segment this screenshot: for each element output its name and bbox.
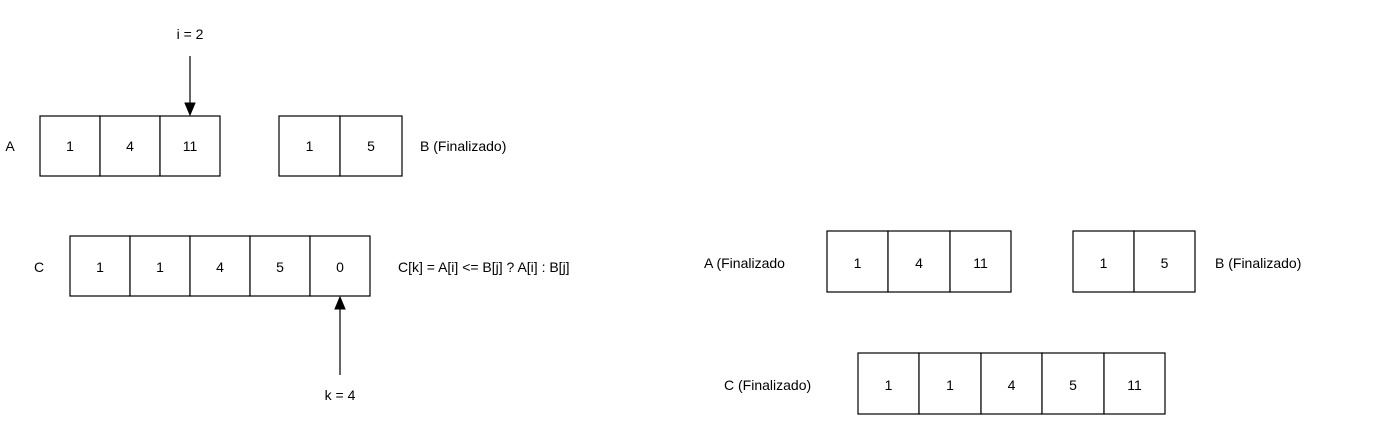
final-array-b-cell-box bbox=[1072, 230, 1135, 293]
array-c-cell-value: 5 bbox=[276, 259, 284, 275]
array-a-label: A bbox=[5, 138, 15, 154]
final-array-b-label: B (Finalizado) bbox=[1215, 255, 1301, 271]
final-array-c-label: C (Finalizado) bbox=[724, 377, 811, 393]
final-array-a-cell-box bbox=[949, 230, 1012, 293]
pointer-k-label: k = 4 bbox=[325, 387, 356, 403]
final-array-a-cell-box bbox=[826, 230, 889, 293]
array-a: 1 4 11 bbox=[39, 115, 221, 177]
final-array-a-cell-value: 1 bbox=[854, 255, 862, 271]
final-array-b-cell-value: 1 bbox=[1100, 255, 1108, 271]
final-array-a-cell-value: 11 bbox=[973, 255, 988, 271]
final-array-c-cell-value: 11 bbox=[1127, 377, 1142, 393]
final-array-b: 1 5 bbox=[1072, 230, 1196, 293]
array-b-cell-box bbox=[339, 115, 403, 177]
final-array-c-cell-value: 5 bbox=[1069, 377, 1077, 393]
array-a-cell-box bbox=[159, 115, 221, 177]
final-array-a: 1 4 11 bbox=[826, 230, 1012, 293]
array-c-cell-box bbox=[309, 235, 371, 297]
array-c-cell-box bbox=[69, 235, 131, 297]
array-c-cell-value: 4 bbox=[216, 259, 224, 275]
array-c-label: C bbox=[34, 259, 44, 275]
final-array-c-cell-box bbox=[980, 352, 1043, 415]
array-b-cell-value: 1 bbox=[306, 138, 314, 154]
final-array-c-cell-value: 1 bbox=[946, 377, 954, 393]
array-b: 1 5 bbox=[278, 115, 403, 177]
final-array-b-cell-box bbox=[1133, 230, 1196, 293]
right-state: A (Finalizado 1 4 11 1 5 B (Finalizado) … bbox=[704, 230, 1301, 415]
array-c: 1 1 4 5 0 bbox=[69, 235, 371, 297]
array-c-cell-value: 1 bbox=[156, 259, 164, 275]
array-c-cell-value: 1 bbox=[96, 259, 104, 275]
merge-formula: C[k] = A[i] <= B[j] ? A[i] : B[j] bbox=[398, 259, 570, 275]
pointer-k-arrow-head bbox=[334, 295, 346, 310]
final-array-c-cell-box bbox=[918, 352, 982, 415]
final-array-c-cell-box bbox=[857, 352, 920, 415]
final-array-b-cell-value: 5 bbox=[1161, 255, 1169, 271]
array-c-cell-box bbox=[249, 235, 311, 297]
final-array-c-cell-value: 4 bbox=[1008, 377, 1016, 393]
array-b-label: B (Finalizado) bbox=[420, 138, 506, 154]
left-state: i = 2 A 1 4 11 1 5 B (Finalizado) C 1 1 bbox=[5, 26, 569, 403]
array-a-cell-value: 11 bbox=[183, 138, 198, 154]
final-array-a-label: A (Finalizado bbox=[704, 255, 785, 271]
pointer-i-label: i = 2 bbox=[177, 26, 204, 42]
final-array-c-cell-value: 1 bbox=[885, 377, 893, 393]
final-array-c-cell-box bbox=[1103, 352, 1166, 415]
array-a-cell-box bbox=[99, 115, 161, 177]
final-array-a-cell-value: 4 bbox=[915, 255, 923, 271]
array-a-cell-value: 4 bbox=[126, 138, 134, 154]
final-array-c: 1 1 4 5 11 bbox=[857, 352, 1166, 415]
array-a-cell-value: 1 bbox=[66, 138, 74, 154]
final-array-a-cell-box bbox=[887, 230, 951, 293]
pointer-i-arrow-head bbox=[184, 102, 196, 117]
array-c-cell-value: 0 bbox=[336, 259, 344, 275]
array-b-cell-value: 5 bbox=[367, 138, 375, 154]
